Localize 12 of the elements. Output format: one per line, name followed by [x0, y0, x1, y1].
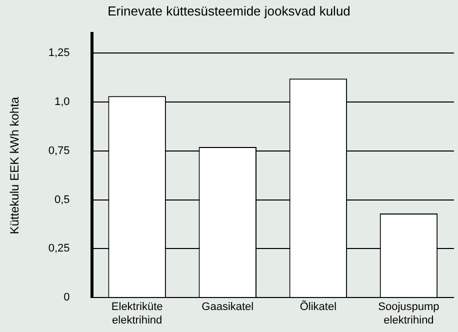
y-tick-label: 0,5 — [54, 194, 70, 206]
y-tick-label: 0,25 — [48, 242, 70, 255]
chart-title: Erinevate küttesüsteemide jooksvad kulud — [108, 3, 350, 18]
x-tick-label: Elektriküte elektrihind — [111, 301, 163, 326]
x-tick-label: Õlikatel — [300, 300, 337, 314]
y-tick-label: 0 — [64, 292, 70, 304]
y-tick-label: 1,25 — [48, 47, 70, 60]
x-tick-label: Soojuspump elektrihind — [378, 301, 440, 326]
y-tick-label: 1,0 — [54, 96, 70, 108]
y-axis-title: Küttekulu EEK kWh kohta — [8, 96, 22, 234]
y-tick-label: 0,75 — [48, 144, 70, 157]
x-tick-label: Gaasikatel — [202, 301, 254, 314]
